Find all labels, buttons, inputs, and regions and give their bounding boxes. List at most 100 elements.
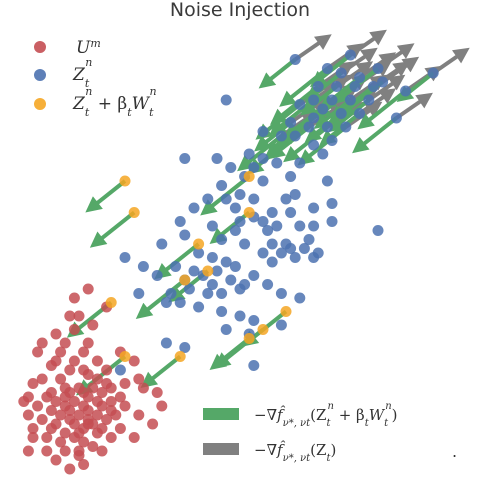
red-point <box>156 400 168 412</box>
red-point <box>119 400 131 412</box>
orange-point <box>243 171 255 182</box>
blue-point <box>289 130 301 142</box>
red-point <box>68 432 80 443</box>
red-point <box>87 441 99 452</box>
blue-point <box>294 292 306 304</box>
red-point <box>68 324 80 335</box>
blue-point <box>390 112 402 124</box>
blue-point <box>248 315 260 326</box>
red-point <box>82 337 94 349</box>
red-point <box>96 400 108 412</box>
orange-point <box>174 351 186 362</box>
blue-point <box>266 256 278 268</box>
red-point <box>91 409 103 421</box>
blue-point <box>243 148 255 160</box>
red-point <box>45 405 57 416</box>
blue-point <box>308 139 320 151</box>
orange-point <box>243 207 255 218</box>
blue-point <box>220 94 232 106</box>
blue-point <box>119 252 131 263</box>
red-point <box>18 396 30 407</box>
blue-point <box>271 157 283 169</box>
blue-point <box>308 220 320 232</box>
red-point <box>68 418 80 430</box>
blue-point <box>206 220 218 232</box>
blue-point <box>340 121 352 133</box>
blue-point <box>308 94 320 106</box>
green-arrow <box>154 242 200 280</box>
blue-point <box>331 81 343 92</box>
blue-point <box>229 202 241 214</box>
red-point <box>64 405 76 416</box>
blue-point <box>294 157 306 169</box>
blue-point <box>151 270 163 281</box>
red-point <box>101 378 113 389</box>
blue-point <box>193 301 205 313</box>
blue-point <box>298 243 310 254</box>
blue-point <box>317 148 329 160</box>
red-point <box>78 436 90 448</box>
blue-point <box>160 297 172 308</box>
blue-point <box>321 175 333 187</box>
blue-point <box>367 81 379 92</box>
orange-point <box>128 207 140 218</box>
red-point <box>55 409 67 421</box>
blue-point <box>372 225 384 236</box>
red-point <box>41 432 53 443</box>
red-point <box>133 373 145 385</box>
red-point <box>96 445 108 457</box>
red-point <box>50 396 62 407</box>
blue-point <box>202 193 214 205</box>
red-point <box>50 328 62 340</box>
red-point <box>55 436 67 448</box>
green-arrow <box>255 102 302 140</box>
red-point <box>82 283 94 295</box>
red-point <box>87 382 99 394</box>
orange-point <box>193 238 205 250</box>
red-point <box>50 355 62 367</box>
green-arrow <box>396 71 435 103</box>
legend-trailing-period: . <box>452 442 457 461</box>
blue-point <box>363 94 375 106</box>
blue-point <box>335 67 347 79</box>
blue-point <box>248 193 260 205</box>
blue-point <box>312 81 324 92</box>
red-point <box>87 319 99 331</box>
blue-point <box>174 216 186 227</box>
red-point <box>55 373 67 385</box>
red-point <box>59 445 71 457</box>
green-arrow <box>329 84 375 122</box>
blue-point <box>188 202 200 214</box>
blue-point <box>206 279 218 290</box>
blue-point <box>262 225 274 236</box>
green-arrow <box>279 66 329 107</box>
blue-point <box>372 63 384 74</box>
blue-point <box>344 94 356 106</box>
orange-point <box>119 175 131 187</box>
blue-point <box>188 265 200 277</box>
legend-label-noised: Ztn + βtWtn <box>72 85 157 119</box>
blue-point <box>220 324 232 335</box>
blue-point <box>321 63 333 74</box>
red-point <box>68 396 80 407</box>
red-point <box>105 432 117 443</box>
green-arrow <box>89 210 136 248</box>
blue-point <box>248 270 260 281</box>
blue-point <box>165 288 177 299</box>
red-point <box>82 418 94 430</box>
blue-point <box>179 342 191 353</box>
blue-point <box>326 135 338 146</box>
blue-point <box>234 189 246 200</box>
bottom-legend: −∇f̂ν*, νt(Ztn + βtWtn) −∇f̂ν*, νt(Zt) . <box>203 401 457 464</box>
blue-point <box>275 247 287 259</box>
red-point <box>32 346 44 358</box>
red-point <box>101 364 113 376</box>
orange-point <box>105 297 117 308</box>
blue-point <box>202 288 214 299</box>
red-point <box>151 387 163 398</box>
blue-point <box>114 364 126 376</box>
blue-point <box>285 243 297 254</box>
green-arrow <box>140 354 182 389</box>
blue-point <box>216 234 228 245</box>
orange-point <box>280 306 292 317</box>
